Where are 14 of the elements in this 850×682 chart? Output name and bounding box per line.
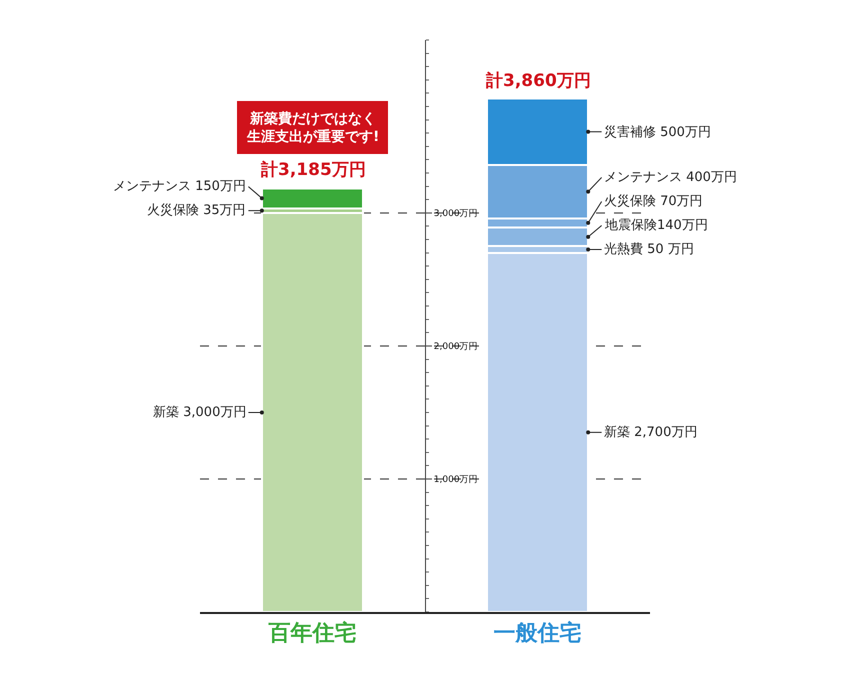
total-label: 計3,185万円 xyxy=(260,160,366,180)
data-label: メンテナンス 400万円 xyxy=(604,170,737,185)
data-label: メンテナンス 150万円 xyxy=(113,179,246,194)
data-label: 火災保険 70万円 xyxy=(604,194,703,209)
data-label: 光熱費 50 万円 xyxy=(604,242,694,257)
data-label: 新築 2,700万円 xyxy=(604,425,698,440)
total-label: 計3,860万円 xyxy=(485,71,591,91)
data-label: 災害補修 500万円 xyxy=(604,124,711,140)
annotation: 新築費だけではなく生涯支出が重要です! xyxy=(246,110,380,146)
x-tick-label: 百年住宅 xyxy=(268,620,356,646)
data-label: 新築 3,000万円 xyxy=(153,405,246,420)
x-tick-label: 一般住宅 xyxy=(494,620,582,646)
data-label: 地震保険140万円 xyxy=(604,218,708,233)
data-label: 火災保険 35万円 xyxy=(147,203,246,218)
